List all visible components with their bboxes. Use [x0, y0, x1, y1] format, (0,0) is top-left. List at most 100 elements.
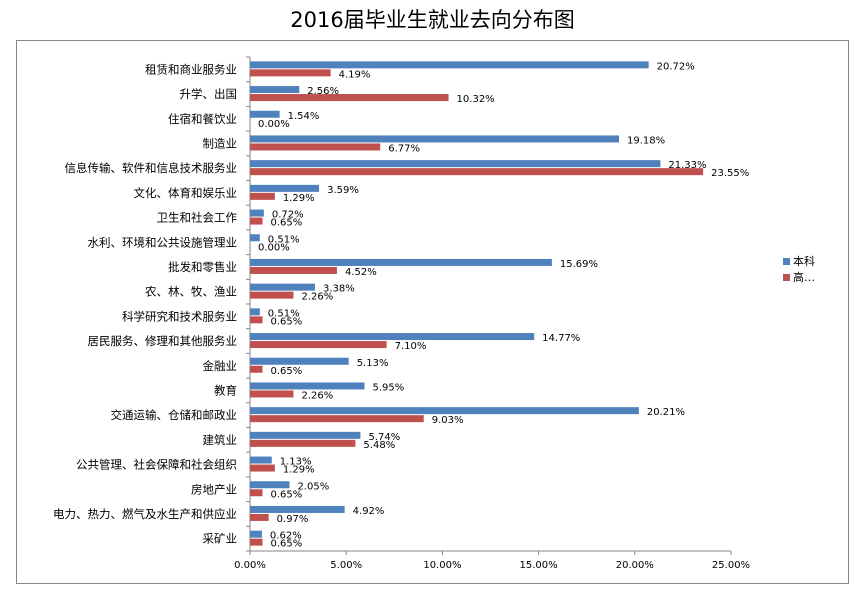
data-label-series-2: 1.29%: [283, 465, 315, 476]
data-label-series-2: 6.77%: [388, 143, 420, 154]
bar-series-2: [250, 291, 294, 299]
bar-series-1: [250, 431, 361, 439]
legend-label-series-1: 本科: [793, 255, 815, 268]
data-label-series-2: 0.65%: [271, 366, 303, 377]
bar-series-1: [250, 258, 552, 266]
bar-series-2: [250, 415, 424, 423]
data-label-series-1: 5.95%: [372, 382, 404, 393]
category-label: 住宿和餐饮业: [168, 112, 237, 126]
bar-series-1: [250, 209, 264, 217]
category-label: 房地产业: [191, 482, 237, 496]
category-label: 文化、体育和娱乐业: [134, 186, 238, 200]
data-label-series-1: 3.59%: [327, 185, 359, 196]
chart-frame: [16, 40, 849, 584]
bar-series-1: [250, 505, 345, 513]
bar-series-2: [250, 316, 263, 324]
data-label-series-2: 0.00%: [258, 119, 290, 130]
bar-series-1: [250, 135, 620, 143]
data-label-series-1: 4.92%: [353, 506, 385, 517]
category-label: 建筑业: [203, 433, 238, 447]
data-label-series-1: 14.77%: [542, 333, 580, 344]
data-label-series-2: 5.48%: [363, 440, 395, 451]
category-label: 卫生和社会工作: [157, 211, 238, 225]
bar-series-1: [250, 283, 316, 291]
bar-series-1: [250, 61, 649, 69]
legend-swatch-series-1: [783, 258, 790, 265]
bar-series-1: [250, 86, 300, 94]
bar-series-2: [250, 94, 449, 102]
bar-series-2: [250, 217, 263, 225]
bar-series-1: [250, 382, 365, 390]
data-label-series-1: 3.38%: [323, 284, 355, 295]
bar-series-2: [250, 538, 263, 546]
data-label-series-1: 21.33%: [668, 160, 706, 171]
data-label-series-2: 0.65%: [271, 316, 303, 327]
bar-series-1: [250, 407, 639, 415]
bar-series-2: [250, 341, 387, 349]
data-label-series-1: 15.69%: [560, 259, 598, 270]
category-label: 金融业: [203, 359, 238, 373]
data-label-series-1: 20.72%: [657, 61, 695, 72]
x-tick-label: 25.00%: [712, 560, 750, 571]
bar-series-2: [250, 168, 704, 176]
bar-series-1: [250, 160, 661, 168]
category-label: 交通运输、仓储和邮政业: [111, 408, 238, 422]
legend-item-series-1: 本科: [783, 253, 815, 269]
category-label: 公共管理、社会保障和社会组织: [76, 458, 237, 472]
data-label-series-1: 2.56%: [307, 86, 339, 97]
bar-series-2: [250, 266, 337, 274]
data-label-series-2: 1.29%: [283, 193, 315, 204]
category-label: 信息传输、软件和信息技术服务业: [65, 161, 238, 175]
bar-series-2: [250, 513, 269, 521]
data-label-series-1: 0.72%: [272, 210, 304, 221]
data-label-series-1: 5.13%: [357, 358, 389, 369]
data-label-series-1: 19.18%: [627, 135, 665, 146]
bar-series-1: [250, 456, 272, 464]
data-label-series-1: 0.51%: [268, 234, 300, 245]
category-label: 水利、环境和公共设施管理业: [88, 235, 238, 249]
category-label: 升学、出国: [180, 87, 238, 101]
data-label-series-2: 0.65%: [271, 489, 303, 500]
x-tick-label: 0.00%: [234, 560, 266, 571]
bar-series-1: [250, 234, 260, 242]
x-tick-label: 15.00%: [520, 560, 558, 571]
legend-label-series-2: 高…: [793, 271, 815, 284]
bar-series-2: [250, 365, 263, 373]
data-label-series-2: 23.55%: [711, 168, 749, 179]
category-label: 教育: [214, 383, 237, 397]
data-label-series-2: 4.19%: [339, 69, 371, 80]
data-label-series-2: 2.26%: [301, 292, 333, 303]
bar-series-2: [250, 143, 381, 151]
chart-title: 2016届毕业生就业去向分布图: [290, 8, 575, 32]
category-label: 科学研究和技术服务业: [122, 309, 237, 323]
data-label-series-2: 9.03%: [432, 415, 464, 426]
data-label-series-2: 0.65%: [271, 218, 303, 229]
bar-series-2: [250, 390, 294, 398]
data-label-series-2: 4.52%: [345, 267, 377, 278]
data-label-series-1: 0.51%: [268, 308, 300, 319]
category-label: 电力、热力、燃气及水生产和供应业: [53, 507, 237, 521]
category-label: 居民服务、修理和其他服务业: [88, 334, 238, 348]
bar-series-1: [250, 308, 260, 316]
category-label: 农、林、牧、渔业: [145, 285, 237, 299]
data-label-series-1: 5.74%: [368, 432, 400, 443]
category-label: 采矿业: [203, 532, 238, 546]
data-label-series-2: 10.32%: [457, 94, 495, 105]
category-label: 制造业: [203, 136, 238, 150]
category-label: 租赁和商业服务业: [145, 62, 237, 76]
data-label-series-1: 20.21%: [647, 407, 685, 418]
data-label-series-2: 0.00%: [258, 242, 290, 253]
x-tick-label: 10.00%: [423, 560, 461, 571]
bar-series-1: [250, 184, 320, 192]
data-label-series-2: 2.26%: [301, 390, 333, 401]
category-label: 批发和零售业: [168, 260, 237, 274]
bar-series-2: [250, 439, 356, 447]
bar-series-1: [250, 333, 535, 341]
bar-series-1: [250, 530, 262, 538]
x-tick-label: 5.00%: [330, 560, 362, 571]
legend-item-series-2: 高…: [783, 269, 815, 285]
data-label-series-2: 7.10%: [395, 341, 427, 352]
bar-series-2: [250, 69, 331, 77]
bar-series-1: [250, 481, 290, 489]
